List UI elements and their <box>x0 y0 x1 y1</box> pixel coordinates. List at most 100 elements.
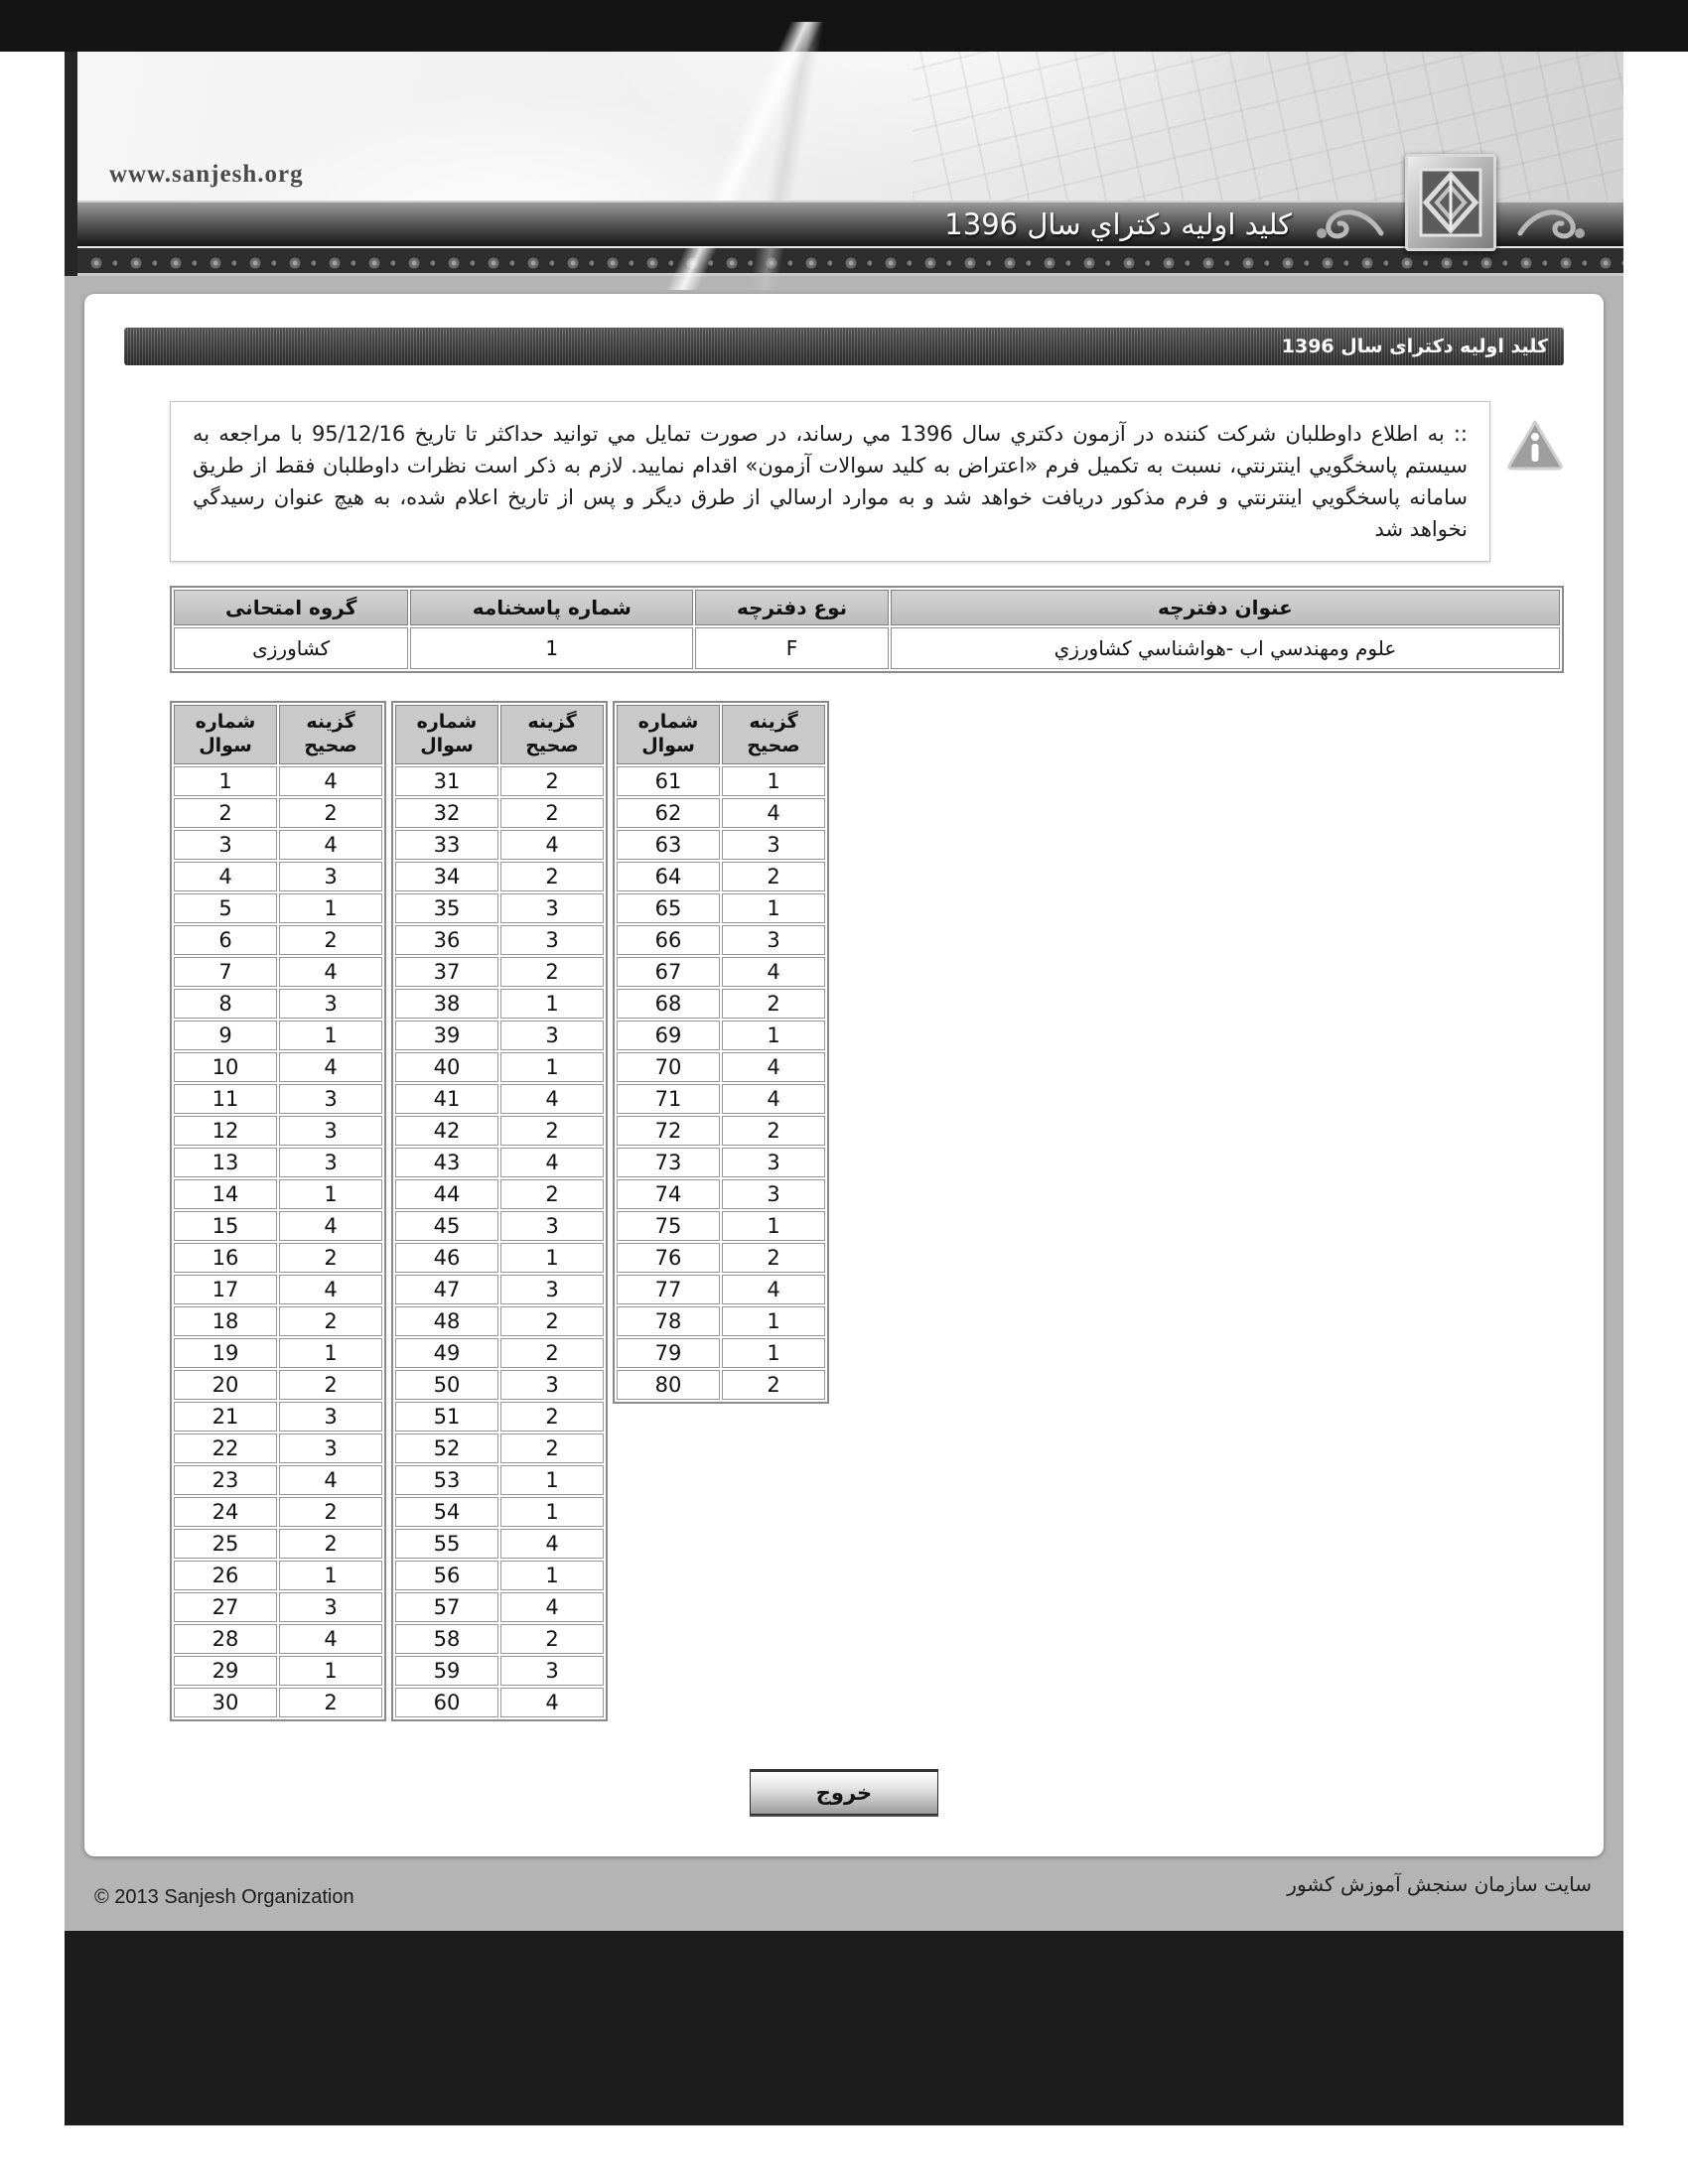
answer-row: 60 4 <box>395 1687 604 1717</box>
question-number-cell: 6 <box>174 924 277 955</box>
question-number-cell: 26 <box>174 1560 277 1590</box>
answer-option-cell: 4 <box>279 1623 382 1654</box>
answer-row: 74 3 <box>617 1178 825 1209</box>
answer-table-2: شماره سوال گزینه صحیح 31 2 32 2 33 4 34 2 35 3 36 3… <box>391 701 608 1721</box>
question-number-cell: 24 <box>174 1496 277 1527</box>
answer-row: 68 2 <box>617 988 825 1019</box>
question-number-cell: 42 <box>395 1115 498 1146</box>
question-number-cell: 63 <box>617 829 720 860</box>
answer-option-cell: 4 <box>500 1687 604 1717</box>
answer-option-cell: 4 <box>500 1528 604 1559</box>
answer-row: 49 2 <box>395 1337 604 1368</box>
answer-option-cell: 2 <box>500 956 604 987</box>
question-number-cell: 48 <box>395 1305 498 1336</box>
answer-row: 25 2 <box>174 1528 382 1559</box>
exit-button[interactable]: خروج <box>750 1768 938 1815</box>
question-number-cell: 67 <box>617 956 720 987</box>
answer-option-cell: 3 <box>279 1115 382 1146</box>
answer-option-cell: 4 <box>279 829 382 860</box>
answer-option-cell: 4 <box>279 765 382 796</box>
answer-row: 19 1 <box>174 1337 382 1368</box>
answer-row: 59 3 <box>395 1655 604 1686</box>
question-number-header: شماره سوال <box>395 705 498 764</box>
correct-option-header: گزینه صحیح <box>500 705 604 764</box>
header-banner-image: www.sanjesh.org <box>77 22 1623 290</box>
question-number-cell: 76 <box>617 1242 720 1273</box>
answer-option-cell: 4 <box>722 1051 825 1082</box>
panel-header-bar: کلید اولیه دکترای سال 1396 <box>124 328 1564 365</box>
answer-option-cell: 2 <box>500 797 604 828</box>
answer-option-cell: 1 <box>722 1337 825 1368</box>
question-number-cell: 54 <box>395 1496 498 1527</box>
bottom-black-block <box>65 1930 1623 2125</box>
answer-option-cell: 3 <box>722 1178 825 1209</box>
answer-option-cell: 2 <box>500 1178 604 1209</box>
answer-row: 75 1 <box>617 1210 825 1241</box>
question-number-cell: 30 <box>174 1687 277 1717</box>
question-number-cell: 5 <box>174 892 277 923</box>
answer-row: 57 4 <box>395 1591 604 1622</box>
answer-row: 38 1 <box>395 988 604 1019</box>
answer-option-cell: 1 <box>500 988 604 1019</box>
answer-row: 64 2 <box>617 861 825 891</box>
question-number-cell: 77 <box>617 1274 720 1304</box>
question-number-cell: 56 <box>395 1560 498 1590</box>
answer-option-cell: 1 <box>500 1051 604 1082</box>
answer-option-cell: 4 <box>722 1083 825 1114</box>
answer-row: 12 3 <box>174 1115 382 1146</box>
answer-option-cell: 1 <box>279 892 382 923</box>
answer-option-cell: 2 <box>279 1528 382 1559</box>
answer-option-cell: 3 <box>279 1083 382 1114</box>
answer-option-cell: 1 <box>279 1655 382 1686</box>
answer-row: 39 3 <box>395 1020 604 1050</box>
booklet-value-row: علوم ومهندسي اب -هواشناسي کشاورزي F 1 کش… <box>174 627 1560 669</box>
answer-row: 24 2 <box>174 1496 382 1527</box>
question-number-cell: 43 <box>395 1147 498 1177</box>
correct-option-header: گزینه صحیح <box>722 705 825 764</box>
question-number-cell: 7 <box>174 956 277 987</box>
question-number-cell: 16 <box>174 1242 277 1273</box>
answer-option-cell: 4 <box>722 1274 825 1304</box>
question-number-cell: 20 <box>174 1369 277 1400</box>
site-header: www.sanjesh.org کلید اولیه دکتراي سال 13… <box>65 22 1623 290</box>
booklet-type-value: F <box>695 627 889 669</box>
answer-row: 33 4 <box>395 829 604 860</box>
ornament-left-icon <box>1317 209 1384 239</box>
copyright-text: © 2013 Sanjesh Organization <box>94 1885 354 1908</box>
answer-row: 32 2 <box>395 797 604 828</box>
answer-option-cell: 2 <box>279 1687 382 1717</box>
answer-option-cell: 4 <box>722 797 825 828</box>
answer-row: 14 1 <box>174 1178 382 1209</box>
answer-option-cell: 2 <box>279 924 382 955</box>
answer-option-cell: 2 <box>500 1337 604 1368</box>
answer-option-cell: 1 <box>722 1305 825 1336</box>
answer-option-cell: 4 <box>279 1274 382 1304</box>
info-icon <box>1507 420 1563 471</box>
question-number-cell: 49 <box>395 1337 498 1368</box>
answer-option-cell: 1 <box>722 1020 825 1050</box>
question-number-cell: 15 <box>174 1210 277 1241</box>
answer-option-cell: 2 <box>500 765 604 796</box>
answer-row: 80 2 <box>617 1369 825 1400</box>
question-number-cell: 60 <box>395 1687 498 1717</box>
answer-option-cell: 1 <box>500 1464 604 1495</box>
answer-option-cell: 2 <box>722 861 825 891</box>
footer: © 2013 Sanjesh Organization سایت سازمان … <box>84 1856 1604 1909</box>
answer-row: 23 4 <box>174 1464 382 1495</box>
answer-option-cell: 4 <box>279 956 382 987</box>
sanjesh-logo-icon <box>1405 154 1496 251</box>
question-number-cell: 75 <box>617 1210 720 1241</box>
answer-option-cell: 3 <box>500 892 604 923</box>
answer-option-cell: 3 <box>722 1147 825 1177</box>
answer-row: 67 4 <box>617 956 825 987</box>
ornament-right-icon <box>1517 209 1585 239</box>
answer-row: 61 1 <box>617 765 825 796</box>
answer-row: 40 1 <box>395 1051 604 1082</box>
question-number-cell: 52 <box>395 1433 498 1463</box>
answer-row: 30 2 <box>174 1687 382 1717</box>
answer-row: 73 3 <box>617 1147 825 1177</box>
